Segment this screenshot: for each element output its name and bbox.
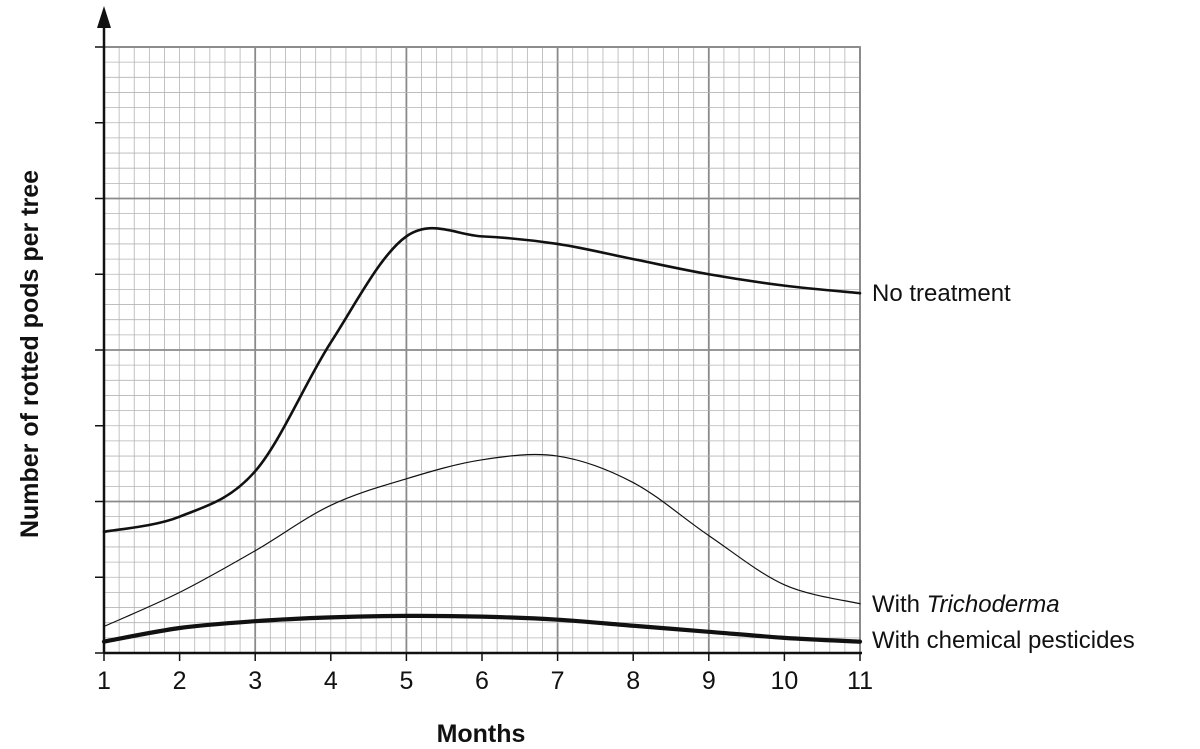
chart-axes xyxy=(95,6,862,661)
chart-grid xyxy=(103,46,861,654)
x-tick-label: 11 xyxy=(847,667,873,695)
x-tick-label: 4 xyxy=(324,667,338,695)
series-label: With Trichoderma xyxy=(872,591,1060,618)
series-label-italic: Trichoderma xyxy=(927,591,1060,618)
x-tick-label: 8 xyxy=(626,667,640,695)
y-axis-title: Number of rotted pods per tree xyxy=(16,170,44,538)
series-label: With chemical pesticides xyxy=(872,627,1135,654)
x-tick-label: 6 xyxy=(475,667,489,695)
chart-series xyxy=(101,227,863,644)
x-tick-labels: 1 2 3 4 5 6 7 8 9 10 11 xyxy=(97,667,873,695)
series-line xyxy=(102,227,862,534)
x-axis-title: Months xyxy=(437,720,526,748)
x-tick-label: 2 xyxy=(173,667,187,695)
series-label: No treatment xyxy=(872,280,1011,307)
series-labels: No treatment With Trichoderma With chemica… xyxy=(872,280,1135,654)
y-axis-arrow xyxy=(97,6,111,28)
x-tick-label: 10 xyxy=(770,667,798,695)
x-tick-label: 7 xyxy=(551,667,565,695)
x-tick-label: 1 xyxy=(97,667,111,695)
series-label-prefix: With xyxy=(872,591,927,618)
series-line xyxy=(103,453,861,628)
series-line xyxy=(101,613,863,644)
x-tick-label: 9 xyxy=(702,667,716,695)
x-tick-label: 5 xyxy=(399,667,413,695)
x-tick-label: 3 xyxy=(248,667,262,695)
